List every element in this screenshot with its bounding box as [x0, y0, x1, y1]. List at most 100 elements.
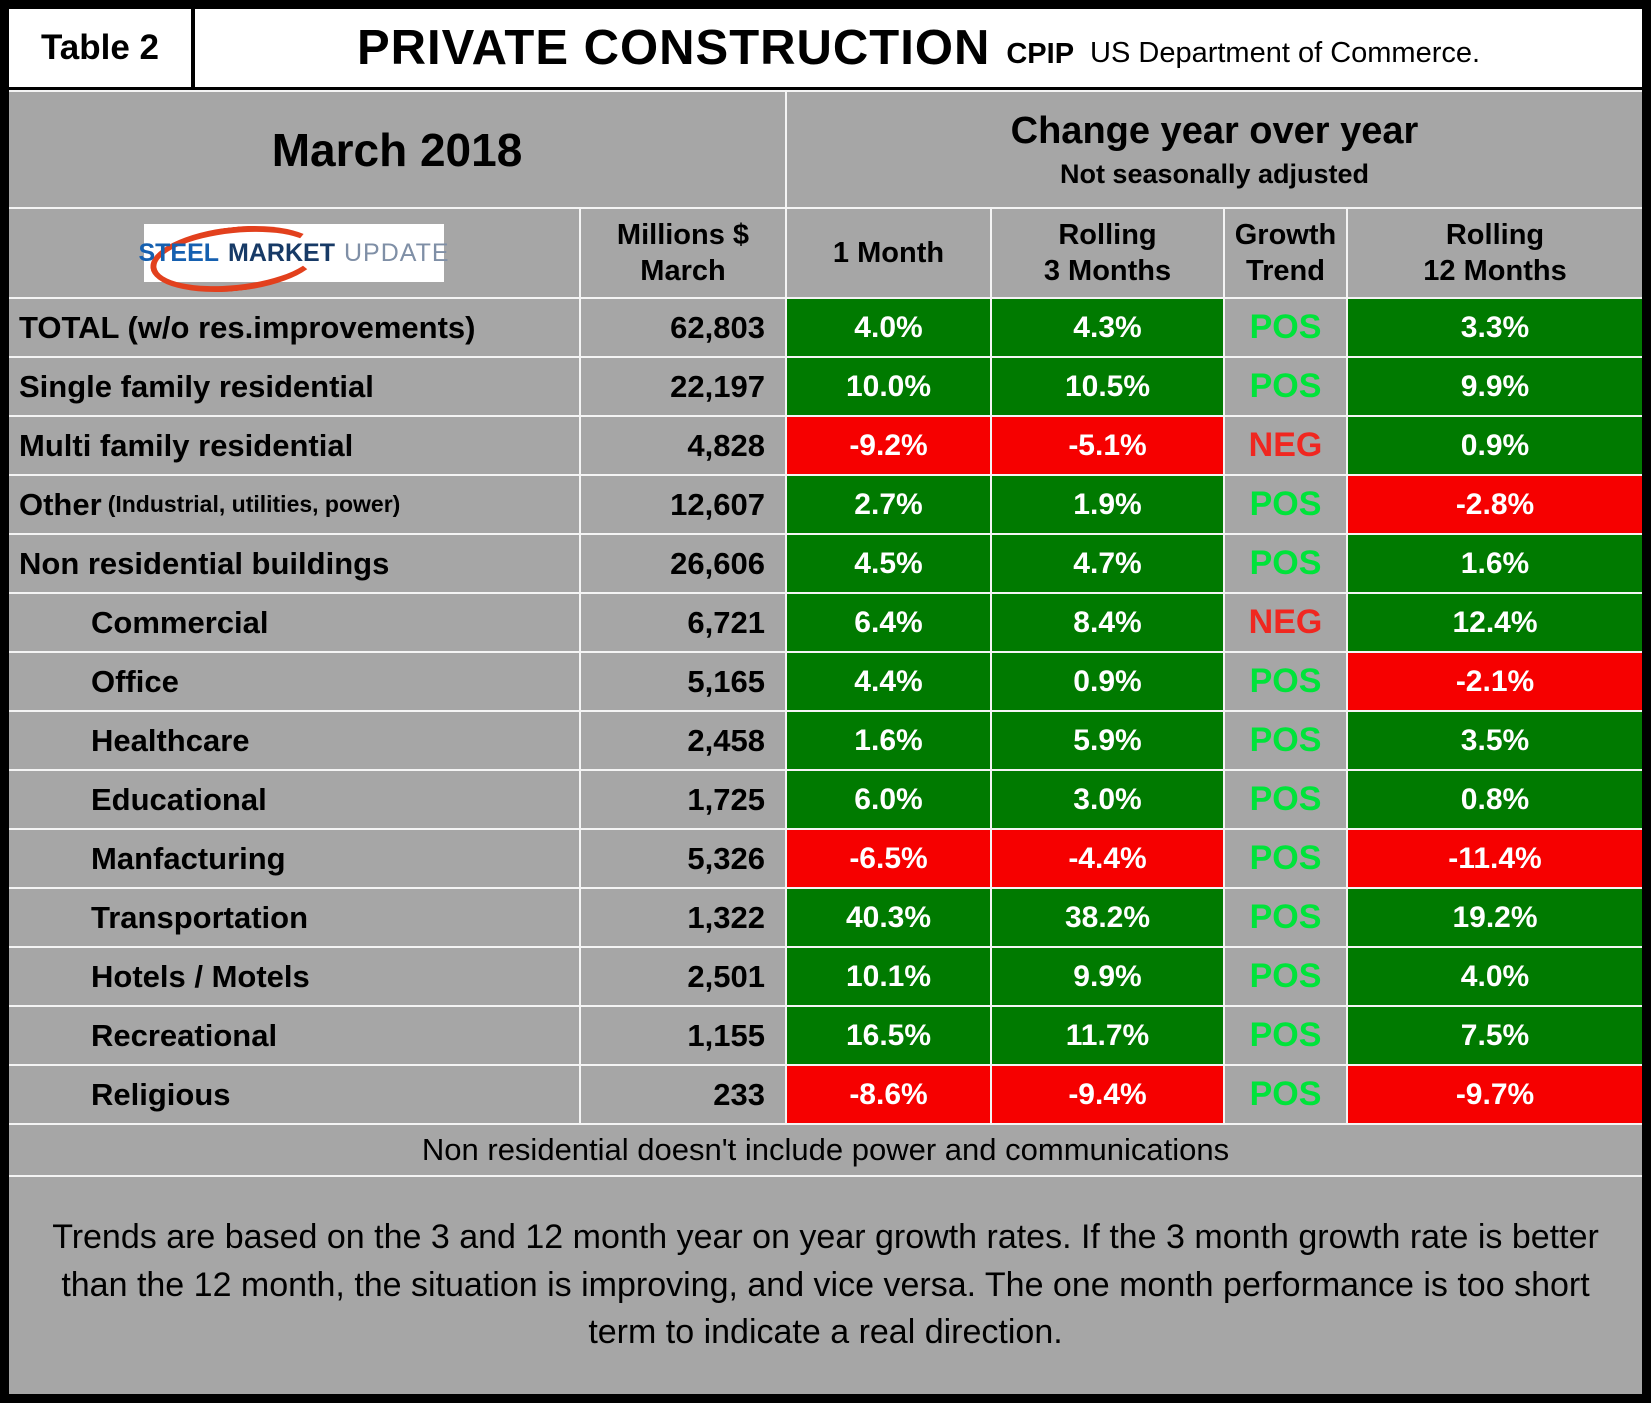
month-label: March 2018	[9, 92, 785, 207]
table-row: Healthcare 2,458 1.6% 5.9% POS 3.5%	[9, 712, 1642, 769]
row-label: Non residential buildings	[9, 535, 579, 592]
pct-1-month: -8.6%	[787, 1066, 990, 1123]
pct-rolling-3-months: 4.7%	[992, 535, 1223, 592]
column-header-row: STEEL MARKET UPDATE Millions $ March 1 Mo…	[9, 209, 1642, 300]
title-source: US Department of Commerce.	[1090, 36, 1481, 69]
pct-1-month: 4.0%	[787, 299, 990, 356]
millions-value: 5,165	[581, 653, 785, 710]
logo-word-steel: STEEL	[138, 238, 220, 267]
row-label: Manfacturing	[9, 830, 579, 887]
title-cell: PRIVATE CONSTRUCTION CPIP US Department …	[195, 9, 1642, 87]
pct-rolling-12-months: -2.1%	[1348, 653, 1642, 710]
pct-rolling-3-months: 3.0%	[992, 771, 1223, 828]
pct-rolling-12-months: 0.8%	[1348, 771, 1642, 828]
pct-rolling-12-months: 0.9%	[1348, 417, 1642, 474]
table-row: Commercial 6,721 6.4% 8.4% NEG 12.4%	[9, 594, 1642, 651]
row-label: Recreational	[9, 1007, 579, 1064]
table-row: TOTAL (w/o res.improvements) 62,803 4.0%…	[9, 299, 1642, 356]
pct-rolling-3-months: 0.9%	[992, 653, 1223, 710]
table-row: Transportation 1,322 40.3% 38.2% POS 19.…	[9, 889, 1642, 946]
millions-value: 22,197	[581, 358, 785, 415]
millions-value: 5,326	[581, 830, 785, 887]
millions-value: 2,458	[581, 712, 785, 769]
pct-rolling-3-months: -5.1%	[992, 417, 1223, 474]
pct-rolling-12-months: -2.8%	[1348, 476, 1642, 533]
pct-rolling-12-months: 7.5%	[1348, 1007, 1642, 1064]
table-row: Multi family residential 4,828 -9.2% -5.…	[9, 417, 1642, 474]
row-label: Educational	[9, 771, 579, 828]
table-row: Non residential buildings 26,606 4.5% 4.…	[9, 535, 1642, 592]
millions-value: 6,721	[581, 594, 785, 651]
pct-1-month: 16.5%	[787, 1007, 990, 1064]
pct-1-month: 4.4%	[787, 653, 990, 710]
pct-rolling-3-months: 9.9%	[992, 948, 1223, 1005]
growth-trend: POS	[1225, 889, 1346, 946]
table-row: Single family residential 22,197 10.0% 1…	[9, 358, 1642, 415]
pct-rolling-3-months: 38.2%	[992, 889, 1223, 946]
pct-rolling-12-months: 3.5%	[1348, 712, 1642, 769]
millions-value: 1,155	[581, 1007, 785, 1064]
growth-trend: POS	[1225, 535, 1346, 592]
col-header-millions: Millions $ March	[581, 209, 785, 297]
growth-trend: POS	[1225, 1007, 1346, 1064]
pct-rolling-12-months: 1.6%	[1348, 535, 1642, 592]
pct-rolling-3-months: 8.4%	[992, 594, 1223, 651]
page-title: PRIVATE CONSTRUCTION	[356, 21, 991, 75]
table-row: Other (Industrial, utilities, power) 12,6…	[9, 476, 1642, 533]
change-subtitle: Not seasonally adjusted	[1059, 158, 1370, 189]
pct-1-month: 10.0%	[787, 358, 990, 415]
pct-rolling-12-months: 19.2%	[1348, 889, 1642, 946]
row-label: Single family residential	[9, 358, 579, 415]
table-row: Educational 1,725 6.0% 3.0% POS 0.8%	[9, 771, 1642, 828]
growth-trend: POS	[1225, 653, 1346, 710]
growth-trend: POS	[1225, 948, 1346, 1005]
footnote-trends: Trends are based on the 3 and 12 month y…	[9, 1177, 1642, 1394]
col-header-rolling-3-months: Rolling 3 Months	[992, 209, 1223, 297]
millions-value: 62,803	[581, 299, 785, 356]
row-label: Transportation	[9, 889, 579, 946]
pct-rolling-12-months: 4.0%	[1348, 948, 1642, 1005]
pct-rolling-12-months: -9.7%	[1348, 1066, 1642, 1123]
pct-1-month: 6.0%	[787, 771, 990, 828]
change-header: Change year over year Not seasonally adj…	[787, 92, 1642, 207]
pct-1-month: -6.5%	[787, 830, 990, 887]
millions-value: 1,322	[581, 889, 785, 946]
growth-trend: NEG	[1225, 417, 1346, 474]
title-suffix: CPIP	[1006, 37, 1075, 70]
row-label: Religious	[9, 1066, 579, 1123]
table-row: Hotels / Motels 2,501 10.1% 9.9% POS 4.0…	[9, 948, 1642, 1005]
table-row: Office 5,165 4.4% 0.9% POS -2.1%	[9, 653, 1642, 710]
row-label: Commercial	[9, 594, 579, 651]
growth-trend: POS	[1225, 712, 1346, 769]
row-label: Office	[9, 653, 579, 710]
growth-trend: POS	[1225, 299, 1346, 356]
row-label: Multi family residential	[9, 417, 579, 474]
growth-trend: POS	[1225, 476, 1346, 533]
pct-rolling-3-months: 10.5%	[992, 358, 1223, 415]
table-number-label: Table 2	[9, 9, 191, 87]
table-body: TOTAL (w/o res.improvements) 62,803 4.0%…	[9, 299, 1642, 1123]
pct-rolling-12-months: 9.9%	[1348, 358, 1642, 415]
growth-trend: POS	[1225, 771, 1346, 828]
pct-rolling-3-months: 4.3%	[992, 299, 1223, 356]
footnote-line1: Non residential doesn't include power an…	[9, 1125, 1642, 1175]
pct-1-month: 2.7%	[787, 476, 990, 533]
logo-word-update: UPDATE	[343, 238, 450, 267]
steel-market-update-logo: STEEL MARKET UPDATE	[138, 218, 449, 300]
pct-rolling-12-months: 12.4%	[1348, 594, 1642, 651]
pct-1-month: -9.2%	[787, 417, 990, 474]
logo-word-market: MARKET	[228, 238, 335, 267]
pct-1-month: 10.1%	[787, 948, 990, 1005]
pct-rolling-3-months: 11.7%	[992, 1007, 1223, 1064]
pct-rolling-3-months: -9.4%	[992, 1066, 1223, 1123]
table-row: Recreational 1,155 16.5% 11.7% POS 7.5%	[9, 1007, 1642, 1064]
pct-rolling-3-months: 1.9%	[992, 476, 1223, 533]
subheader-band: March 2018 Change year over year Not sea…	[9, 92, 1642, 207]
pct-1-month: 40.3%	[787, 889, 990, 946]
pct-rolling-3-months: 5.9%	[992, 712, 1223, 769]
growth-trend: POS	[1225, 830, 1346, 887]
pct-1-month: 1.6%	[787, 712, 990, 769]
row-label: Hotels / Motels	[9, 948, 579, 1005]
pct-1-month: 6.4%	[787, 594, 990, 651]
